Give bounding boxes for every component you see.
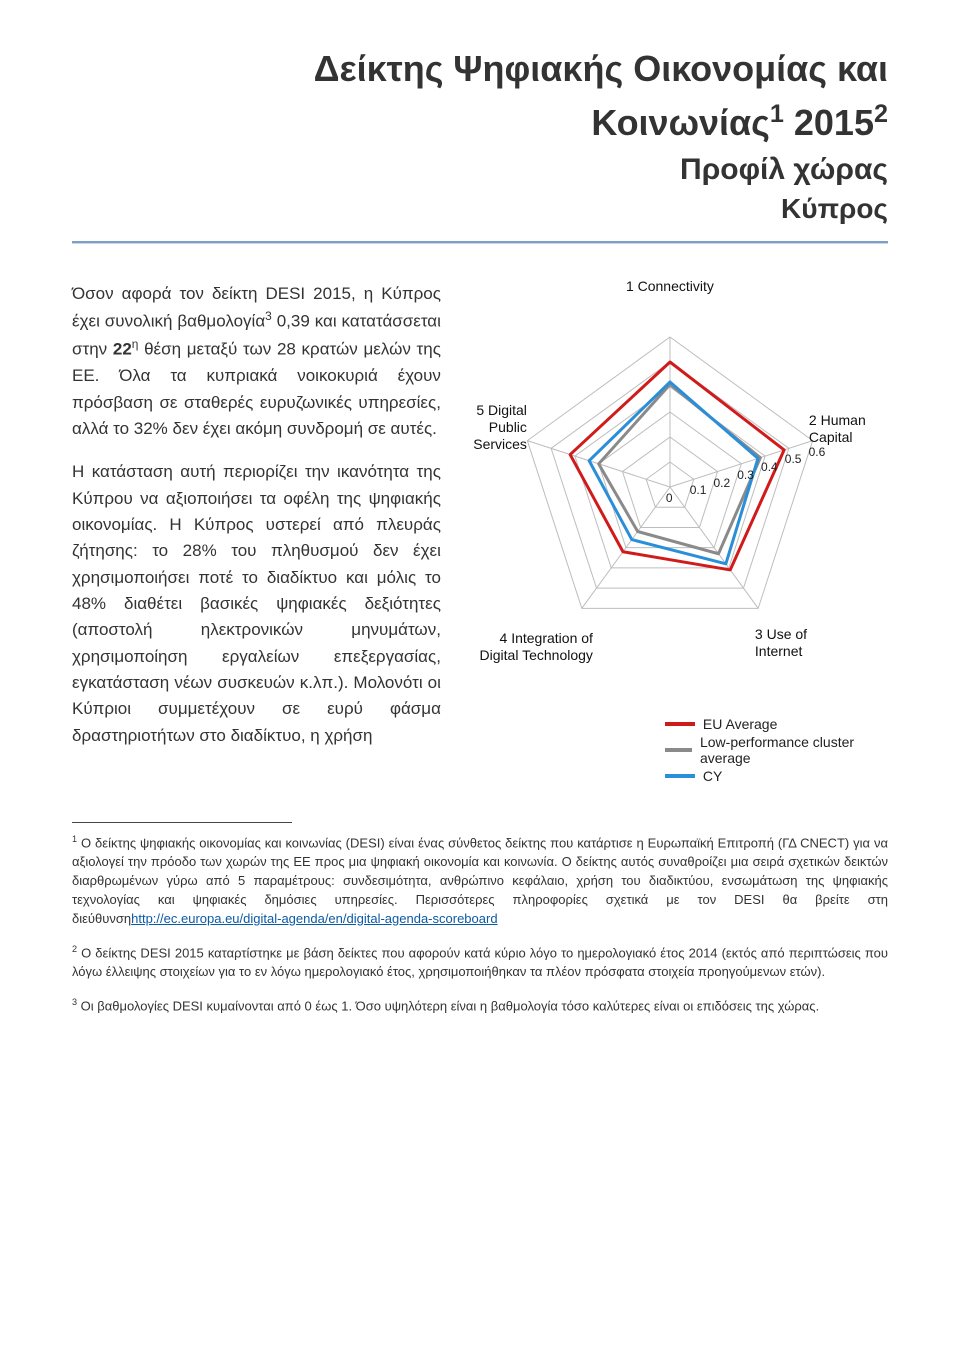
footnote-1-link[interactable]: http://ec.europa.eu/digital-agenda/en/di… — [131, 911, 497, 926]
body-text-column: Όσον αφορά τον δείκτη DESI 2015, η Κύπρο… — [72, 264, 441, 786]
page-title-line1: Δείκτης Ψηφιακής Οικονομίας και — [72, 46, 888, 91]
rank-bold: 22 — [113, 340, 132, 359]
scale-tick: 0.6 — [809, 445, 826, 459]
body-paragraph-1: Όσον αφορά τον δείκτη DESI 2015, η Κύπρο… — [72, 281, 441, 442]
legend-row: EU Average — [665, 716, 888, 732]
subtitle: Προφίλ χώρας — [72, 153, 888, 187]
legend-row: Low-performance cluster average — [665, 734, 888, 766]
axis-label-4: 4 Integration of Digital Technology — [473, 630, 593, 664]
page-title-line2: Κοινωνίας1 20152 — [72, 99, 888, 145]
legend-label: EU Average — [703, 716, 777, 732]
scale-tick: 0.4 — [761, 460, 778, 474]
body-paragraph-2: Η κατάσταση αυτή περιορίζει την ικανότητ… — [72, 459, 441, 749]
legend-label: CY — [703, 768, 722, 784]
axis-label-5: 5 Digital Public Services — [447, 402, 527, 452]
body-sup-3: 3 — [265, 309, 272, 323]
title-year: 2015 — [784, 102, 874, 143]
legend-row: CY — [665, 768, 888, 784]
axis-label-1: 1 Connectivity — [455, 278, 885, 295]
title-sup-2: 2 — [874, 100, 888, 128]
scale-tick: 0.2 — [713, 476, 730, 490]
header-rule — [72, 241, 888, 244]
footnote-1: 1 Ο δείκτης ψηφιακής οικονομίας και κοιν… — [72, 833, 888, 929]
scale-tick: 0.1 — [690, 483, 707, 497]
axis-label-3: 3 Use of Internet — [755, 626, 845, 660]
scale-tick: 0.3 — [737, 468, 754, 482]
country-name: Κύπρος — [72, 193, 888, 225]
legend-swatch — [665, 722, 695, 726]
scale-tick: 0 — [666, 491, 673, 505]
radar-chart: 1 Connectivity 2 Human Capital 3 Use of … — [455, 272, 885, 702]
title-word: Κοινωνίας — [591, 102, 769, 143]
scale-tick: 0.5 — [785, 452, 802, 466]
legend-swatch — [665, 774, 695, 778]
footnote-3: 3 Οι βαθμολογίες DESI κυμαίνονται από 0 … — [72, 996, 888, 1016]
title-sup-1: 1 — [770, 100, 784, 128]
footnote-2: 2 Ο δείκτης DESI 2015 καταρτίστηκε με βά… — [72, 943, 888, 982]
radar-legend: EU Average Low-performance cluster averag… — [665, 716, 888, 784]
legend-swatch — [665, 748, 692, 752]
axis-label-2: 2 Human Capital — [809, 412, 889, 446]
footnote-separator — [72, 822, 292, 823]
legend-label: Low-performance cluster average — [700, 734, 888, 766]
